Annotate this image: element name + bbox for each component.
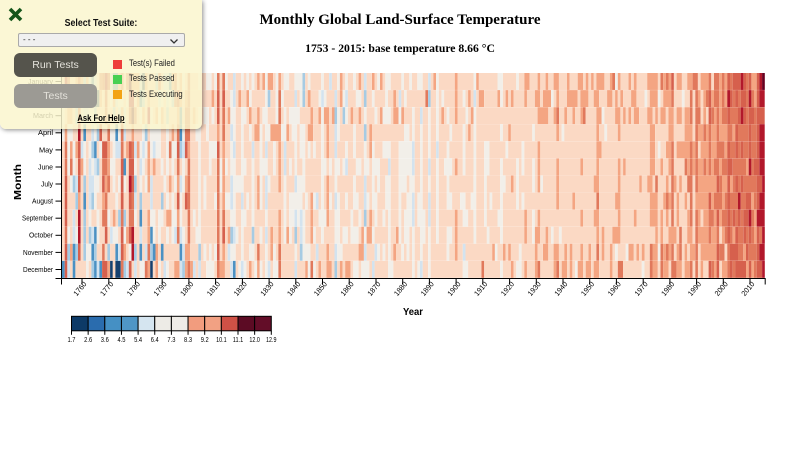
svg-text:1770: 1770	[98, 280, 115, 298]
svg-text:2010: 2010	[739, 280, 756, 298]
svg-text:12.0: 12.0	[249, 337, 260, 344]
svg-text:1980: 1980	[659, 280, 676, 298]
svg-text:1780: 1780	[125, 280, 142, 298]
svg-text:8.3: 8.3	[184, 337, 192, 344]
svg-text:1950: 1950	[579, 280, 596, 298]
svg-text:1800: 1800	[178, 280, 195, 298]
svg-text:9.2: 9.2	[201, 337, 209, 344]
svg-text:June: June	[38, 162, 53, 171]
svg-text:4.5: 4.5	[117, 337, 125, 344]
svg-text:1900: 1900	[445, 280, 462, 298]
svg-text:1830: 1830	[258, 280, 275, 298]
svg-text:Year: Year	[403, 306, 423, 318]
svg-text:12.9: 12.9	[266, 337, 277, 344]
svg-text:11.1: 11.1	[233, 337, 244, 344]
svg-text:10.1: 10.1	[216, 337, 227, 344]
svg-text:7.3: 7.3	[167, 337, 175, 344]
svg-text:1850: 1850	[312, 280, 329, 298]
svg-text:1820: 1820	[232, 280, 249, 298]
svg-text:November: November	[23, 248, 53, 257]
svg-text:5.4: 5.4	[134, 337, 142, 344]
svg-text:July: July	[41, 179, 53, 188]
svg-text:1990: 1990	[686, 280, 703, 298]
svg-text:2000: 2000	[713, 280, 730, 298]
svg-text:1920: 1920	[499, 280, 516, 298]
svg-text:April: April	[38, 128, 53, 137]
svg-text:1840: 1840	[285, 280, 302, 298]
svg-text:1790: 1790	[152, 280, 169, 298]
svg-text:August: August	[32, 197, 54, 206]
svg-text:1930: 1930	[526, 280, 543, 298]
svg-text:Month: Month	[12, 164, 24, 200]
svg-text:1760: 1760	[71, 280, 88, 298]
svg-text:2.6: 2.6	[84, 337, 92, 344]
svg-text:1910: 1910	[472, 280, 489, 298]
svg-text:1970: 1970	[633, 280, 650, 298]
svg-text:1880: 1880	[392, 280, 409, 298]
svg-text:3.6: 3.6	[101, 337, 109, 344]
svg-text:1810: 1810	[205, 280, 222, 298]
svg-text:May: May	[39, 145, 53, 154]
svg-text:1860: 1860	[339, 280, 356, 298]
svg-text:October: October	[29, 231, 53, 240]
svg-text:1870: 1870	[365, 280, 382, 298]
svg-text:6.4: 6.4	[151, 337, 159, 344]
svg-text:1890: 1890	[419, 280, 436, 298]
svg-text:1960: 1960	[606, 280, 623, 298]
svg-text:September: September	[22, 214, 53, 223]
svg-text:December: December	[23, 265, 53, 274]
svg-text:1940: 1940	[552, 280, 569, 298]
svg-text:1.7: 1.7	[68, 337, 76, 344]
